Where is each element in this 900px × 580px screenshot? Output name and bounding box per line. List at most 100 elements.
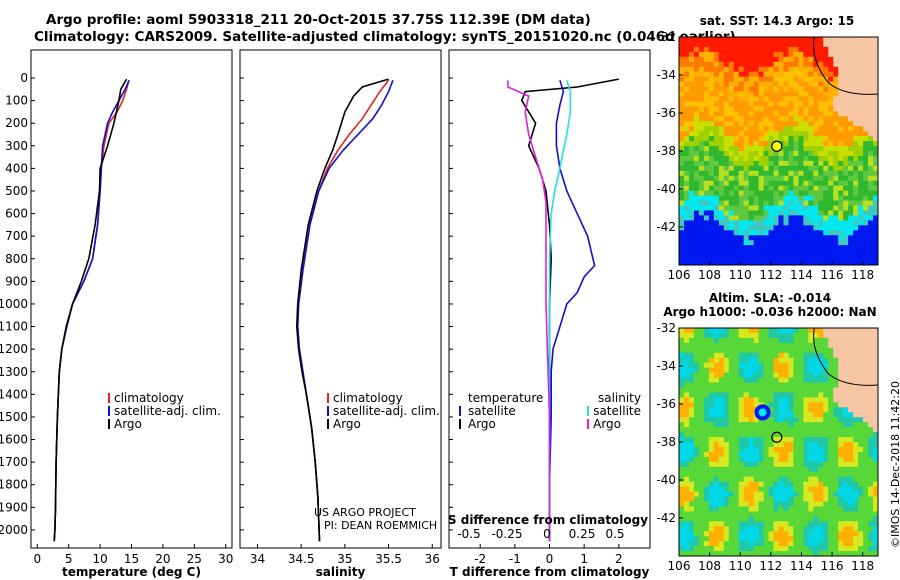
map-cell <box>873 185 878 192</box>
map-cell <box>773 185 779 192</box>
map-cell <box>763 46 769 53</box>
map-cell <box>803 546 809 552</box>
map-cell <box>853 250 859 256</box>
map-cell <box>688 116 695 122</box>
map-cell <box>753 541 760 547</box>
map-cell <box>803 506 809 512</box>
map-cell <box>803 116 809 122</box>
map-cell <box>713 245 720 251</box>
sst-map-xtick-label: 118 <box>851 268 874 282</box>
map-cell <box>863 397 869 403</box>
map-cell <box>738 146 745 152</box>
map-cell <box>788 546 794 552</box>
map-cell <box>863 175 869 182</box>
map-cell <box>718 516 725 522</box>
map-cell <box>743 357 750 364</box>
map-cell <box>848 511 854 517</box>
map-cell <box>798 456 804 463</box>
map-cell <box>853 437 859 443</box>
map-cell <box>848 486 854 492</box>
map-cell <box>868 86 874 92</box>
map-cell <box>763 106 769 112</box>
map-cell <box>868 195 874 201</box>
map-cell <box>828 240 834 246</box>
map-cell <box>679 446 685 453</box>
map-cell <box>733 136 740 142</box>
map-cell <box>703 76 710 83</box>
map-cell <box>788 541 794 547</box>
map-cell <box>773 61 779 68</box>
map-cell <box>723 466 730 473</box>
depth-tick-label: 1200 <box>0 342 28 356</box>
map-cell <box>828 175 834 182</box>
map-cell <box>858 190 864 197</box>
map-cell <box>833 200 839 206</box>
map-cell <box>813 456 819 463</box>
map-cell <box>868 185 874 192</box>
map-cell <box>868 41 874 48</box>
map-cell <box>853 76 859 83</box>
map-cell <box>718 46 725 53</box>
map-cell <box>863 215 869 221</box>
map-cell <box>838 332 844 339</box>
map-cell <box>833 260 839 265</box>
map-cell <box>803 46 809 53</box>
map-cell <box>873 446 878 453</box>
map-cell <box>773 417 779 423</box>
map-cell <box>723 141 730 147</box>
map-cell <box>733 466 740 473</box>
map-cell <box>748 412 755 418</box>
map-cell <box>818 220 824 226</box>
map-cell <box>863 402 869 408</box>
map-cell <box>708 461 715 468</box>
map-cell <box>718 200 725 206</box>
map-cell <box>728 486 735 492</box>
map-cell <box>823 121 829 127</box>
map-cell <box>778 111 784 117</box>
map-cell <box>708 442 715 448</box>
map-cell <box>703 427 710 433</box>
map-cell <box>743 342 750 349</box>
depth-tick-label: 1700 <box>0 455 28 469</box>
map-cell <box>728 205 735 211</box>
salinity-difference-tick: 0.5 <box>605 527 624 541</box>
map-cell <box>823 382 829 388</box>
map-cell <box>773 481 779 488</box>
map-cell <box>793 362 799 369</box>
map-cell <box>788 46 794 53</box>
map-cell <box>873 541 878 547</box>
depth-tick-label: 1300 <box>0 365 28 379</box>
map-cell <box>679 37 685 43</box>
map-cell <box>838 37 844 43</box>
map-cell <box>793 516 799 522</box>
map-cell <box>808 180 814 187</box>
map-cell <box>788 195 794 201</box>
map-cell <box>743 126 750 132</box>
map-cell <box>683 466 690 473</box>
map-cell <box>848 417 854 423</box>
map-cell <box>873 71 878 78</box>
map-cell <box>693 377 700 383</box>
map-cell <box>753 481 760 488</box>
map-cell <box>823 506 829 512</box>
map-cell <box>833 91 839 97</box>
map-cell <box>723 367 730 374</box>
map-cell <box>788 328 794 334</box>
map-cell <box>868 377 874 383</box>
sla-map-ytick-label: -40 <box>656 473 676 487</box>
map-cell <box>718 446 725 453</box>
map-cell <box>723 347 730 354</box>
map-cell <box>848 230 854 236</box>
map-cell <box>858 372 864 378</box>
map-cell <box>843 121 849 127</box>
map-cell <box>693 437 700 443</box>
map-cell <box>718 531 725 537</box>
map-cell <box>693 412 700 418</box>
map-cell <box>833 516 839 522</box>
map-cell <box>838 446 844 453</box>
map-cell <box>728 126 735 132</box>
map-cell <box>868 235 874 241</box>
map-cell <box>823 160 829 167</box>
map-cell <box>818 526 824 532</box>
